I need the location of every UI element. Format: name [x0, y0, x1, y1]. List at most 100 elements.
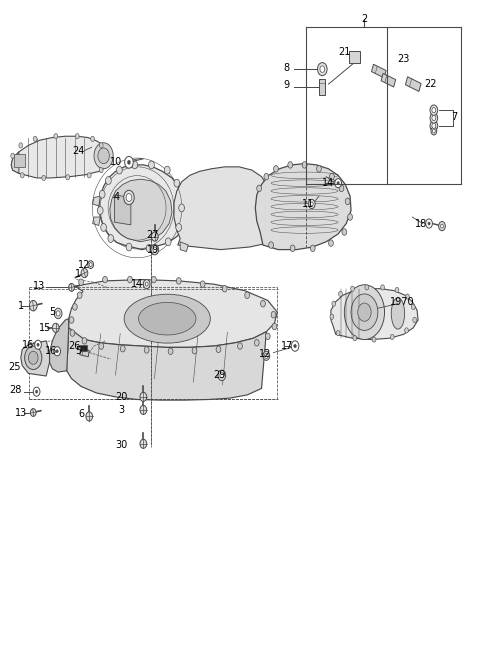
Circle shape: [52, 323, 59, 332]
Circle shape: [413, 317, 417, 323]
Circle shape: [311, 245, 315, 251]
Polygon shape: [381, 73, 396, 87]
Circle shape: [335, 178, 341, 187]
Polygon shape: [93, 196, 100, 206]
Circle shape: [99, 168, 103, 173]
Circle shape: [144, 279, 150, 289]
Circle shape: [328, 240, 333, 246]
Circle shape: [140, 406, 147, 415]
Text: 13: 13: [33, 281, 45, 291]
Circle shape: [37, 343, 39, 346]
Circle shape: [432, 116, 436, 121]
Circle shape: [339, 185, 344, 191]
Circle shape: [216, 346, 221, 353]
Circle shape: [97, 206, 103, 214]
Polygon shape: [320, 78, 325, 95]
Circle shape: [291, 341, 299, 351]
Circle shape: [99, 343, 104, 349]
Circle shape: [56, 349, 59, 353]
Circle shape: [176, 278, 181, 284]
Text: 17: 17: [281, 341, 293, 351]
Text: 16: 16: [23, 340, 35, 350]
Circle shape: [29, 300, 37, 311]
Circle shape: [441, 224, 444, 228]
Circle shape: [36, 390, 38, 393]
Ellipse shape: [139, 302, 196, 335]
Text: 26: 26: [69, 341, 81, 351]
Circle shape: [33, 387, 40, 396]
Circle shape: [54, 308, 62, 319]
Circle shape: [430, 121, 438, 131]
Circle shape: [103, 276, 108, 283]
Circle shape: [91, 136, 95, 142]
Circle shape: [106, 176, 111, 184]
Polygon shape: [93, 217, 100, 225]
Circle shape: [75, 134, 79, 139]
Circle shape: [69, 283, 74, 291]
Circle shape: [220, 373, 224, 378]
Circle shape: [344, 285, 384, 340]
Text: 18: 18: [415, 219, 427, 229]
Circle shape: [263, 351, 270, 360]
Text: 3: 3: [118, 405, 124, 415]
Ellipse shape: [391, 298, 405, 329]
Circle shape: [350, 286, 354, 291]
Circle shape: [405, 328, 408, 333]
Bar: [80, 345, 87, 351]
Circle shape: [124, 190, 134, 204]
Circle shape: [274, 166, 278, 172]
Polygon shape: [372, 64, 386, 78]
Circle shape: [54, 347, 60, 356]
Bar: [14, 154, 24, 167]
Circle shape: [192, 347, 197, 354]
Circle shape: [430, 105, 438, 116]
Polygon shape: [21, 341, 49, 376]
Circle shape: [264, 353, 268, 358]
Circle shape: [77, 292, 82, 298]
Text: 15: 15: [38, 323, 51, 333]
Circle shape: [70, 330, 75, 336]
Polygon shape: [180, 242, 188, 251]
Ellipse shape: [124, 295, 210, 343]
Circle shape: [28, 351, 38, 364]
Circle shape: [372, 337, 376, 342]
Circle shape: [245, 292, 250, 298]
Text: 1: 1: [75, 270, 81, 279]
Polygon shape: [174, 167, 275, 249]
Polygon shape: [11, 152, 19, 173]
Circle shape: [179, 204, 184, 212]
Circle shape: [140, 392, 147, 402]
Circle shape: [30, 409, 36, 417]
Circle shape: [86, 412, 93, 421]
Circle shape: [332, 301, 336, 306]
Circle shape: [79, 279, 84, 285]
Polygon shape: [49, 319, 69, 372]
Text: 23: 23: [397, 54, 410, 65]
Circle shape: [94, 143, 113, 169]
Circle shape: [153, 247, 157, 252]
Circle shape: [24, 346, 42, 370]
Polygon shape: [69, 279, 277, 347]
Text: 2: 2: [361, 14, 368, 24]
Circle shape: [330, 314, 334, 319]
Circle shape: [168, 348, 173, 355]
Circle shape: [56, 311, 60, 316]
Circle shape: [200, 281, 205, 287]
Circle shape: [33, 136, 37, 142]
Circle shape: [271, 311, 276, 318]
Text: 9: 9: [284, 80, 290, 90]
Text: 4: 4: [113, 193, 120, 202]
Text: 6: 6: [78, 409, 84, 419]
Circle shape: [101, 223, 107, 231]
Circle shape: [99, 143, 103, 148]
Circle shape: [72, 304, 77, 310]
Text: 16: 16: [45, 346, 57, 357]
Circle shape: [430, 113, 438, 123]
Text: 12: 12: [259, 349, 271, 359]
Polygon shape: [406, 77, 421, 91]
Text: 7: 7: [451, 112, 457, 121]
Text: 24: 24: [72, 146, 84, 155]
Text: 20: 20: [115, 392, 128, 402]
Circle shape: [264, 173, 269, 180]
Polygon shape: [80, 348, 89, 357]
